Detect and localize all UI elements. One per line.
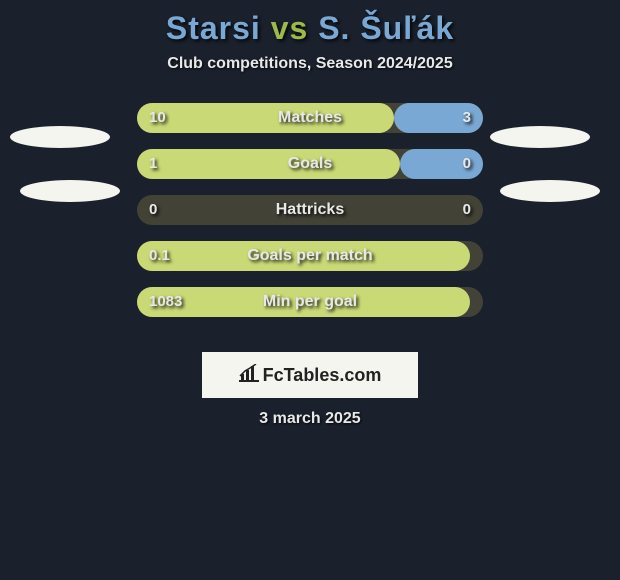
placeholder-oval — [490, 126, 590, 148]
chart-icon — [239, 364, 259, 387]
placeholder-oval — [500, 180, 600, 202]
title-player1: Starsi — [166, 10, 261, 46]
logo-text: FcTables.com — [263, 365, 382, 386]
stat-row: Goals per match0.1 — [0, 241, 620, 273]
stat-value-right: 3 — [463, 103, 471, 133]
stat-value-left: 1 — [149, 149, 157, 179]
stat-label: Min per goal — [0, 287, 620, 317]
stat-label: Goals per match — [0, 241, 620, 271]
subtitle: Club competitions, Season 2024/2025 — [0, 55, 620, 73]
stat-value-left: 10 — [149, 103, 166, 133]
stat-row: Min per goal1083 — [0, 287, 620, 319]
title-player2: S. Šuľák — [318, 10, 454, 46]
stat-value-left: 1083 — [149, 287, 182, 317]
comparison-title: Starsi vs S. Šuľák — [0, 0, 620, 47]
stat-label: Goals — [0, 149, 620, 179]
fctables-logo: FcTables.com — [202, 352, 418, 398]
stat-value-right: 0 — [463, 195, 471, 225]
stat-value-left: 0 — [149, 195, 157, 225]
placeholder-oval — [20, 180, 120, 202]
title-vs: vs — [271, 10, 309, 46]
date-text: 3 march 2025 — [0, 410, 620, 428]
stat-value-left: 0.1 — [149, 241, 170, 271]
stat-value-right: 0 — [463, 149, 471, 179]
placeholder-oval — [10, 126, 110, 148]
stat-row: Goals1 0 — [0, 149, 620, 181]
